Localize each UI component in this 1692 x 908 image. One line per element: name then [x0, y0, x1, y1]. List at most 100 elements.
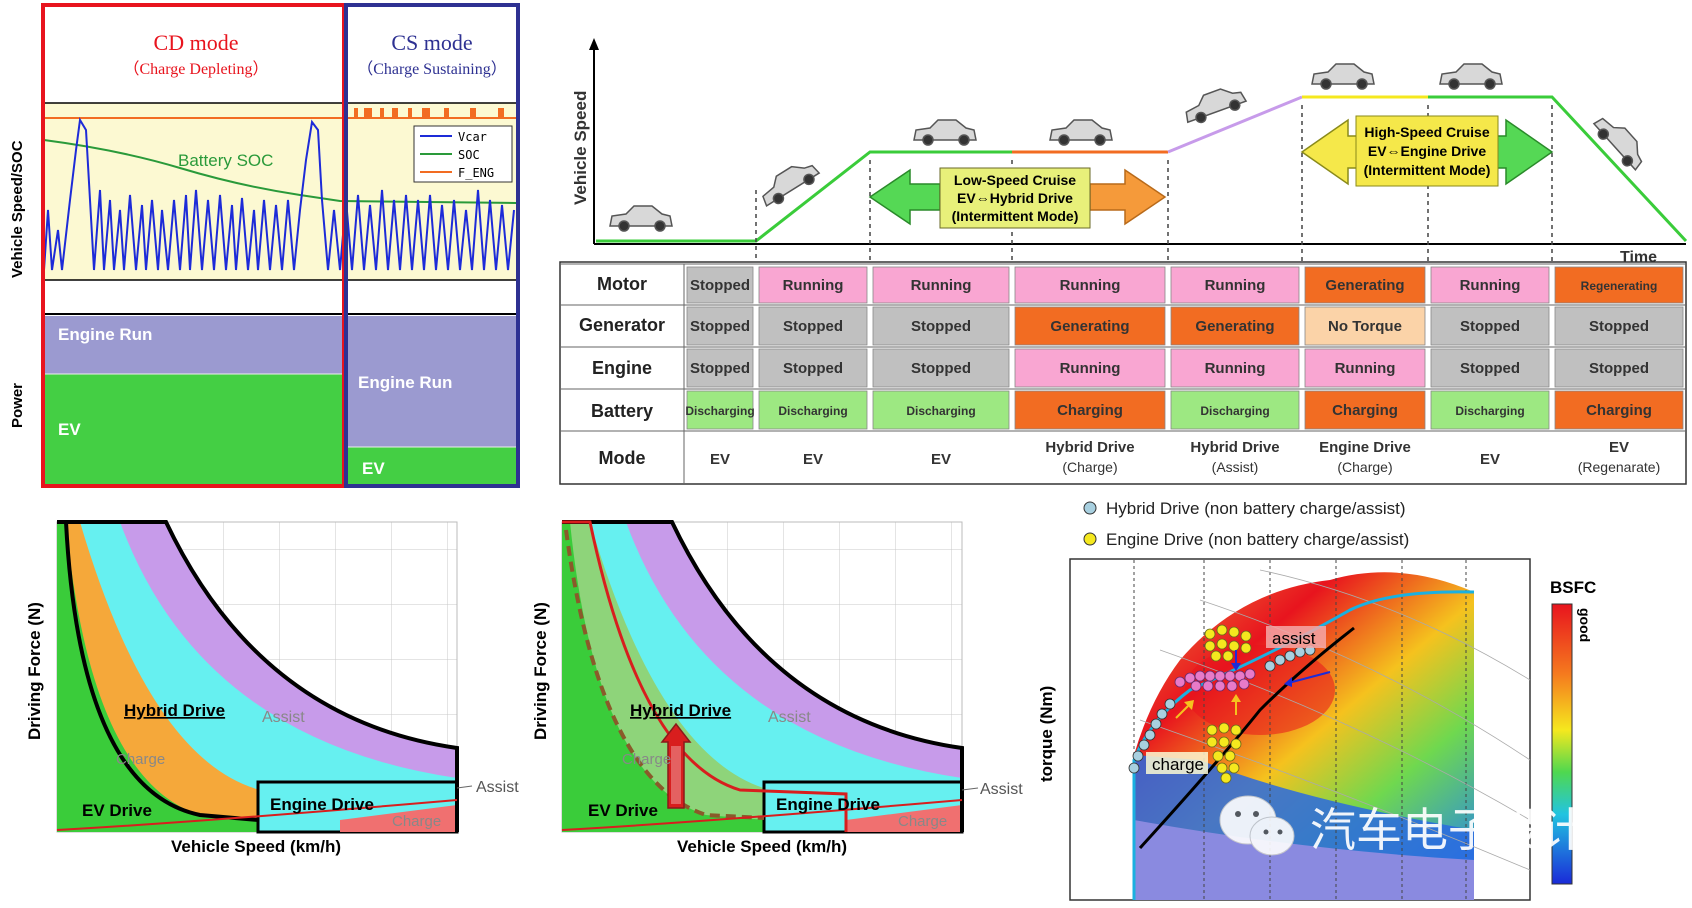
row-header-engine: Engine [592, 358, 652, 378]
bsfc-panel: Hybrid Drive (non battery charge/assist)… [1037, 499, 1596, 900]
cdcs-ylabel-top: Vehicle Speed/SOC [9, 140, 26, 278]
table-cell-text: Stopped [1460, 318, 1520, 335]
cd-mode-subtitle: （Charge Depleting） [123, 60, 268, 78]
car-icon [1312, 64, 1374, 89]
table-cell-text: Regenerating [1581, 279, 1658, 293]
ev-drive-label: EV Drive [588, 801, 658, 820]
figure-canvas: Vcar SOC F_ENG Battery SOC Engine Run EV… [0, 0, 1692, 908]
battery-soc-label: Battery SOC [178, 151, 273, 170]
modes-ylabel: Vehicle Speed [571, 91, 590, 205]
low-speed-cruise-arrow: Low-Speed Cruise EV⇔Hybrid Drive (Interm… [870, 168, 1165, 228]
table-cell-text: Generating [1050, 318, 1129, 335]
cs-mode-title: CS mode [391, 30, 472, 55]
table-cell-text: No Torque [1328, 318, 1402, 335]
bsfc-ylabel: torque (Nm) [1037, 686, 1056, 782]
car-icon [1440, 64, 1502, 89]
cdcs-legend: Vcar SOC F_ENG [414, 126, 512, 182]
table-cell-text: Stopped [690, 318, 750, 335]
hybrid-drive-label: Hybrid Drive [630, 701, 731, 720]
mode-cell-subtext: (Charge) [1337, 459, 1392, 475]
assist-callout: Assist [980, 781, 1023, 798]
charge-label: Charge [116, 751, 165, 768]
engine-legend-dot [1084, 533, 1096, 545]
table-cell-text: Running [1205, 360, 1266, 377]
table-cell-text: Running [1060, 277, 1121, 294]
bsfc-good-label: good [1577, 608, 1593, 642]
table-cell-text: Discharging [778, 404, 847, 418]
mode-cell-text: Hybrid Drive [1045, 439, 1134, 456]
car-icon [756, 156, 822, 210]
mode-cell-text: EV [1609, 439, 1629, 456]
hybrid-drive-label: Hybrid Drive [124, 701, 225, 720]
engine-charge-label: Charge [898, 813, 947, 830]
bsfc-legend-hybrid: Hybrid Drive (non battery charge/assist) [1106, 499, 1406, 518]
cd-mode-title: CD mode [154, 30, 239, 55]
force-left-ylabel: Driving Force (N) [25, 602, 44, 740]
hybrid-legend-dot [1084, 502, 1096, 514]
row-header-generator: Generator [579, 315, 665, 335]
table-cell-text: Stopped [1589, 360, 1649, 377]
row-header-mode: Mode [599, 448, 646, 468]
table-cell-text: Charging [1586, 402, 1652, 419]
mode-cell-text: EV [710, 451, 730, 468]
high-speed-line3: (Intermittent Mode) [1364, 162, 1491, 178]
table-cell-text: Running [1060, 360, 1121, 377]
force-panel-left: Assist Hybrid Drive Assist Charge EV Dri… [25, 522, 519, 856]
legend-soc: SOC [458, 148, 480, 162]
table-cell-text: Charging [1057, 402, 1123, 419]
table-cell-text: Running [1460, 277, 1521, 294]
mode-cell-subtext: (Assist) [1212, 459, 1259, 475]
table-cell-text: Running [783, 277, 844, 294]
table-cell-text: Discharging [906, 404, 975, 418]
high-speed-line1: High-Speed Cruise [1364, 124, 1489, 140]
bsfc-charge-label: charge [1152, 755, 1204, 774]
bsfc-legend-engine: Engine Drive (non battery charge/assist) [1106, 530, 1409, 549]
table-cell-text: Generating [1325, 277, 1404, 294]
table-cell-text: Stopped [690, 360, 750, 377]
mode-cell-text: EV [803, 451, 823, 468]
watermark-text: 汽车电子设计 [1310, 804, 1586, 856]
mode-cell-subtext: (Charge) [1062, 459, 1117, 475]
cs-ev-label: EV [362, 459, 385, 478]
mode-cell-text: EV [1480, 451, 1500, 468]
table-cell-text: Stopped [911, 360, 971, 377]
low-speed-line3: (Intermittent Mode) [952, 208, 1079, 224]
table-cell-text: Stopped [1589, 318, 1649, 335]
mode-cell-text: Hybrid Drive [1190, 439, 1279, 456]
cs-engine-run-label: Engine Run [358, 373, 452, 392]
legend-vcar: Vcar [458, 130, 487, 144]
car-icon [1590, 110, 1650, 173]
engine-charge-label: Charge [392, 813, 441, 830]
cs-mode-subtitle: （Charge Sustaining） [357, 60, 506, 78]
low-speed-line2: EV⇔Hybrid Drive [957, 190, 1073, 206]
cd-ev-label: EV [58, 420, 81, 439]
mode-cell-text: EV [931, 451, 951, 468]
table-cell-text: Stopped [690, 277, 750, 294]
table-cell-text: Charging [1332, 402, 1398, 419]
car-icon [914, 120, 976, 145]
high-speed-cruise-arrow: High-Speed Cruise EV⇔Engine Drive (Inter… [1302, 116, 1552, 186]
cd-engine-run-label: Engine Run [58, 325, 152, 344]
car-icon [1050, 120, 1112, 145]
mode-cell-subtext: (Regenarate) [1578, 459, 1661, 475]
cdcs-ylabel-bottom: Power [9, 383, 26, 428]
table-cell-text: Running [1205, 277, 1266, 294]
table-cell-text: Stopped [783, 318, 843, 335]
bsfc-colorbar-title: BSFC [1550, 578, 1596, 597]
table-cell-text: Running [1335, 360, 1396, 377]
row-header-motor: Motor [597, 274, 647, 294]
engine-drive-label: Engine Drive [270, 795, 374, 814]
table-cell-text: Running [911, 277, 972, 294]
table-cell-text: Stopped [783, 360, 843, 377]
engine-drive-label: Engine Drive [776, 795, 880, 814]
table-cell-text: Generating [1195, 318, 1274, 335]
force-right-ylabel: Driving Force (N) [531, 602, 550, 740]
table-cell-text: Stopped [1460, 360, 1520, 377]
assist-callout: Assist [476, 779, 519, 796]
car-icon [1181, 82, 1248, 127]
assist-label: Assist [262, 709, 305, 726]
ev-drive-label: EV Drive [82, 801, 152, 820]
force-panel-right: Assist Hybrid Drive Assist Charge EV Dri… [531, 522, 1023, 856]
modes-panel: Vehicle Speed Time [560, 38, 1686, 484]
cdcs-panel: Vcar SOC F_ENG Battery SOC Engine Run EV… [9, 5, 518, 486]
